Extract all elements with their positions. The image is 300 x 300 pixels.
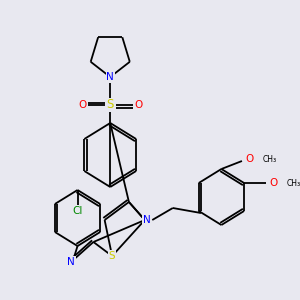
Text: S: S [106,98,114,112]
Text: CH₃: CH₃ [287,178,300,188]
Text: O: O [245,154,253,164]
Text: O: O [78,100,86,110]
Text: O: O [134,100,142,110]
Text: S: S [109,251,116,261]
Text: N: N [67,257,75,267]
Text: N: N [106,72,114,82]
Text: N: N [143,215,151,225]
Text: CH₃: CH₃ [262,154,277,164]
Text: Cl: Cl [72,206,83,216]
Text: O: O [270,178,278,188]
